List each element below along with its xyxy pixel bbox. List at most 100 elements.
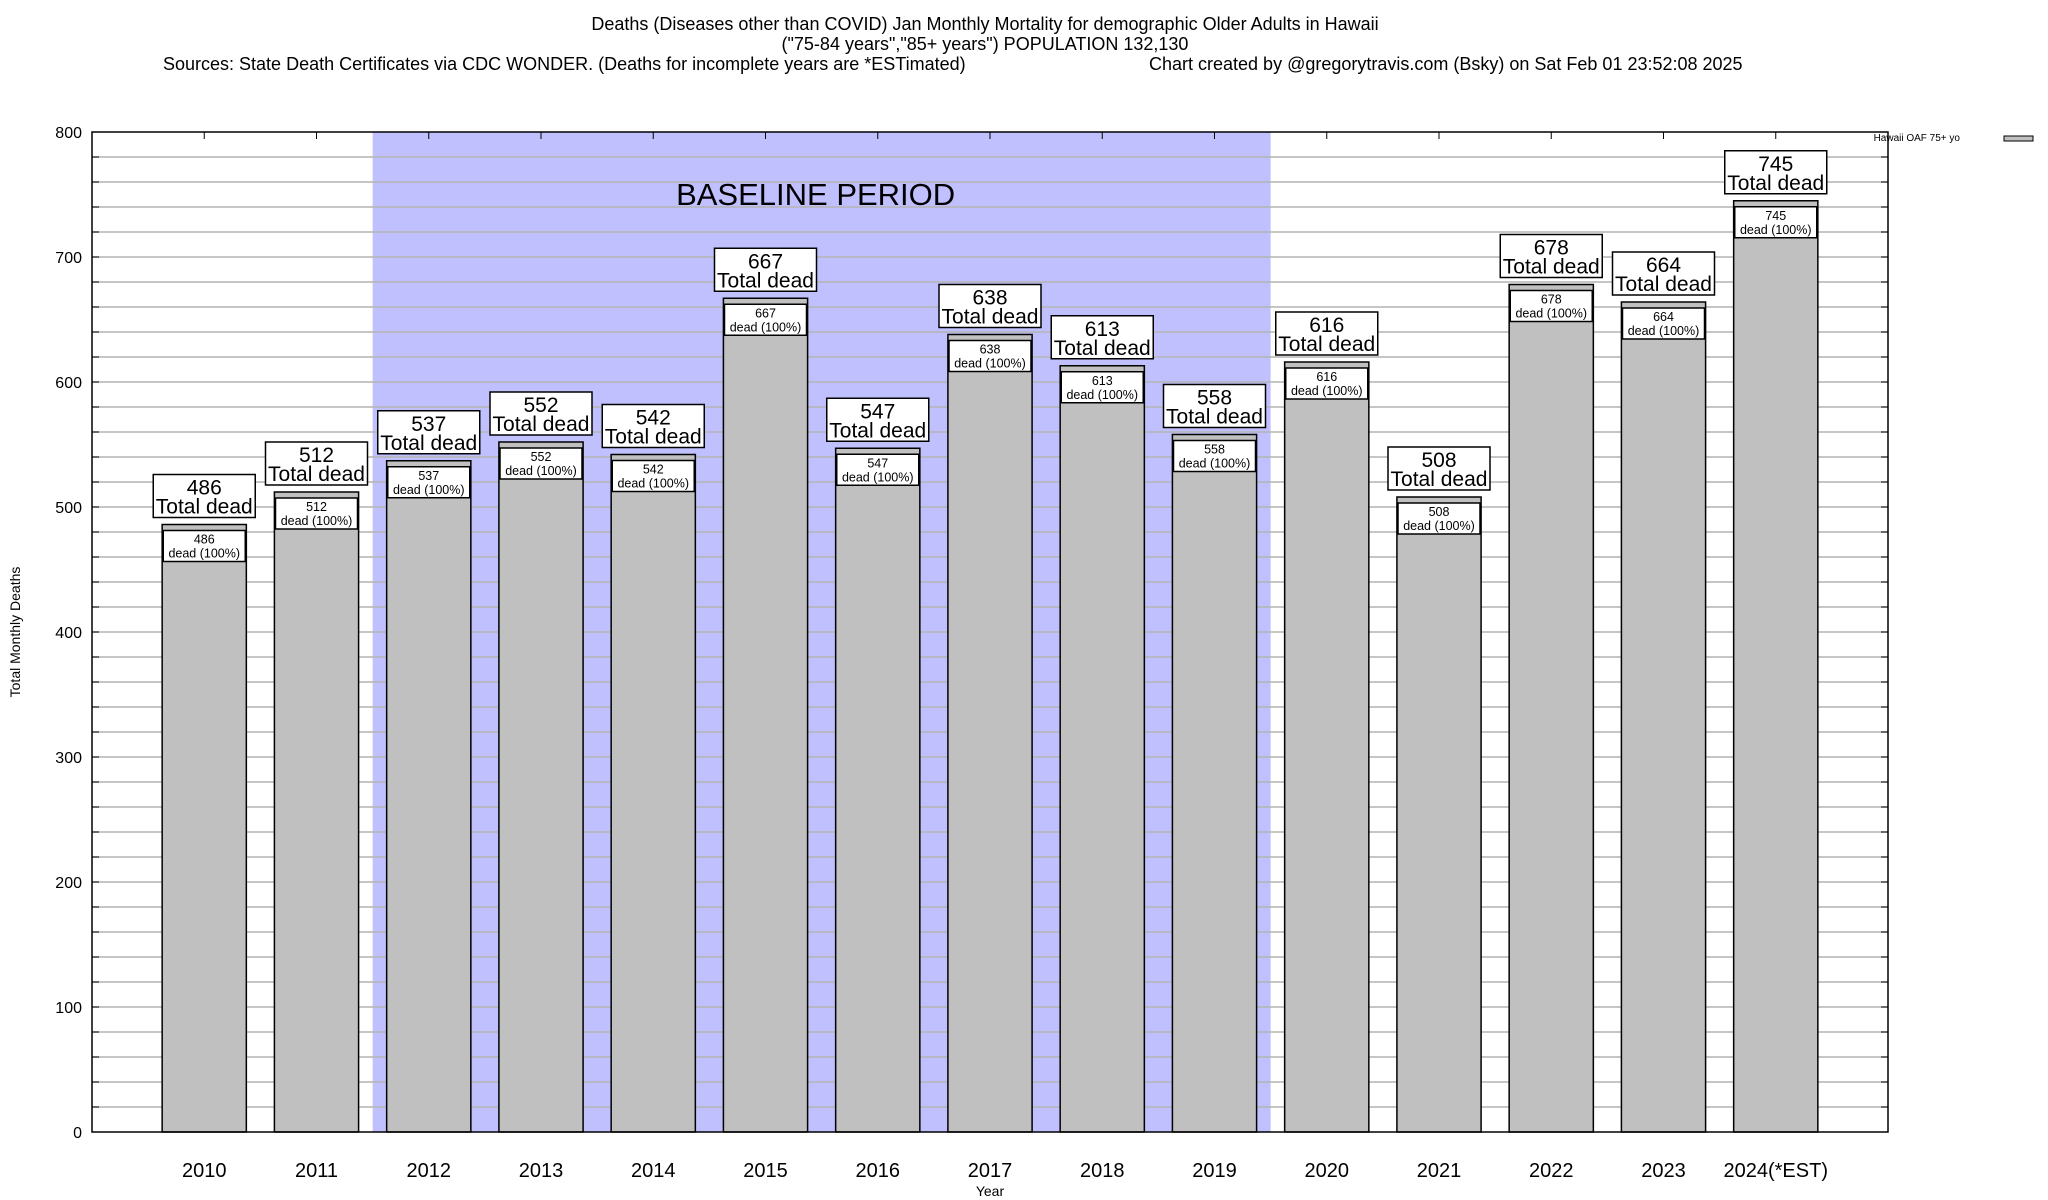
bar-top-label: Total dead [493,413,590,436]
bar [1620,301,1707,1133]
bar-inner-label: dead (100%) [1291,384,1363,398]
x-tick-label: 2022 [1529,1160,1574,1182]
bar-inner-value: 558 [1204,443,1225,457]
bar [1508,283,1595,1133]
bar-top-value: 508 [1421,449,1456,472]
bar-inner-label-box [723,303,808,336]
bar-top-label-box [1050,315,1154,360]
bar [947,333,1033,1133]
y-tick-label: 200 [55,875,82,892]
y-tick-label: 400 [55,625,82,642]
bar-inner-label-box [1397,502,1481,535]
bar-top-label: Total dead [268,463,365,486]
x-tick-label: 2014 [631,1160,676,1182]
bar [1732,200,1819,1133]
bar-inner-value: 542 [643,463,664,477]
bar-inner-value: 508 [1429,505,1450,519]
bar-inner-value: 667 [755,306,776,320]
bar-top-label: Total dead [942,306,1039,329]
bar-top-label: Total dead [1727,172,1824,195]
bar-inner-value: 512 [306,500,327,514]
bar-top-label: Total dead [605,426,702,449]
bar-inner-label-box [611,459,695,493]
y-tick-label: 800 [55,125,82,142]
x-tick-label: 2016 [856,1160,901,1182]
bar-inner-label-box [1060,371,1144,404]
bar-top-label-box [264,441,369,486]
bar-top-label: Total dead [1615,273,1712,296]
bar-top-label: Total dead [1391,468,1488,491]
bar-top-label-box [1499,233,1603,279]
bar-top-label-box [1162,383,1267,429]
bar-top-label-box [1611,251,1716,296]
bar [385,460,472,1133]
x-tick-label: 2015 [743,1160,788,1182]
bar-inner-value: 678 [1541,293,1562,307]
bar-top-value: 537 [411,413,446,436]
bar [273,491,360,1133]
bar-inner-label: dead (100%) [617,477,689,491]
x-tick-label: 2019 [1192,1160,1237,1182]
bar-inner-label: dead (100%) [168,547,240,561]
bar-top-value: 745 [1758,153,1793,176]
bar-top-label: Total dead [380,432,477,455]
bar-top-label: Total dead [1166,406,1263,429]
bar-inner-value: 547 [867,456,888,470]
bar-inner-label: dead (100%) [1740,223,1812,237]
bar-inner-label: dead (100%) [393,483,465,497]
bar-inner-label: dead (100%) [281,514,353,528]
bar-inner-label-box [162,529,246,563]
bar-inner-label-box [1285,367,1369,400]
chart-credit: Chart created by @gregorytravis.com (Bsk… [1149,54,1743,74]
x-tick-label: 2012 [407,1160,452,1182]
bar-inner-value: 537 [418,469,439,483]
legend-label: Hawaii OAF 75+ yo [1874,133,1961,144]
bar [1396,496,1482,1133]
bar-top-value: 664 [1646,254,1681,277]
x-tick-label: 2021 [1417,1160,1462,1182]
bar-top-label: Total dead [717,269,814,292]
bar-top-label: Total dead [1278,333,1375,356]
bar-inner-label-box [1509,289,1593,323]
bar-inner-label: dead (100%) [730,320,802,334]
plot-frame [91,131,1889,1133]
bar-inner-value: 664 [1653,310,1674,324]
bar [834,447,921,1133]
bar-inner-label-box [387,466,471,499]
bar-inner-label: dead (100%) [505,464,577,478]
bar-inner-label: dead (100%) [1628,324,1700,338]
bar-inner-label-box [1172,439,1257,473]
legend-swatch [2003,135,2034,142]
bar-inner-label: dead (100%) [842,470,914,484]
bar [610,453,697,1133]
x-axis-label: Year [976,1183,1005,1199]
bar-top-label-box [938,283,1042,329]
y-tick-label: 700 [55,250,82,267]
y-tick-label: 500 [55,500,82,517]
bar-top-value: 552 [523,394,558,417]
bar-top-label-box [489,391,593,436]
x-tick-label: 2024(*EST) [1724,1160,1829,1182]
bar-top-label-box [1275,311,1379,356]
y-tick-label: 300 [55,750,82,767]
y-axis-label: Total Monthly Deaths [7,567,23,698]
bar-inner-label: dead (100%) [1179,457,1251,471]
bar-inner-label-box [1734,206,1818,239]
chart-sources: Sources: State Death Certificates via CD… [163,54,966,74]
bar-inner-value: 613 [1092,374,1113,388]
bar-top-value: 547 [860,400,895,423]
bar-top-value: 486 [187,477,222,500]
bar [498,441,584,1133]
bar-inner-label-box [1621,307,1706,340]
bar-top-value: 512 [299,444,334,467]
bar-top-value: 613 [1085,318,1120,341]
bar-top-label-box [1387,446,1491,491]
x-tick-label: 2010 [182,1160,227,1182]
bar-top-value: 678 [1534,237,1569,260]
bar [1283,361,1370,1133]
bar-inner-label: dead (100%) [1403,519,1475,533]
x-tick-label: 2018 [1080,1160,1125,1182]
y-tick-label: 100 [55,1000,82,1017]
bar-inner-value: 552 [531,450,552,464]
bar-inner-label: dead (100%) [1066,388,1138,402]
